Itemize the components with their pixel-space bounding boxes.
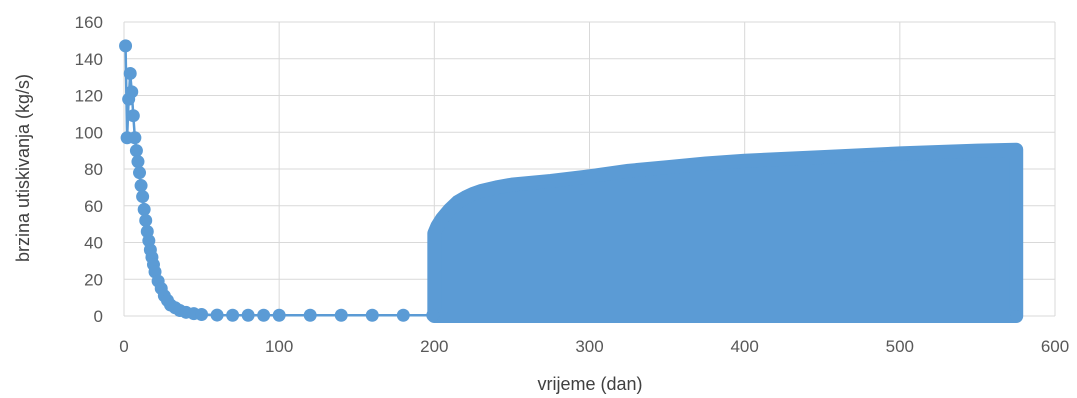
data-point bbox=[273, 309, 286, 322]
data-point bbox=[304, 309, 317, 322]
y-tick-label: 20 bbox=[84, 270, 103, 289]
y-tick-label: 40 bbox=[84, 234, 103, 253]
data-point bbox=[139, 214, 152, 227]
data-point bbox=[133, 166, 146, 179]
y-tick-label: 160 bbox=[75, 13, 103, 32]
data-point bbox=[128, 131, 141, 144]
data-point bbox=[119, 39, 132, 52]
data-band-area bbox=[434, 150, 1016, 316]
data-point bbox=[397, 309, 410, 322]
y-tick-label: 100 bbox=[75, 123, 103, 142]
x-tick-label: 600 bbox=[1041, 337, 1069, 356]
y-tick-label: 80 bbox=[84, 160, 103, 179]
data-point bbox=[226, 309, 239, 322]
data-band bbox=[434, 150, 1022, 322]
x-tick-label: 200 bbox=[420, 337, 448, 356]
data-point bbox=[124, 67, 137, 80]
y-tick-label: 0 bbox=[94, 307, 103, 326]
data-point bbox=[257, 309, 270, 322]
data-point bbox=[136, 190, 149, 203]
data-point bbox=[335, 309, 348, 322]
y-tick-label: 120 bbox=[75, 87, 103, 106]
x-tick-label: 300 bbox=[575, 337, 603, 356]
y-tick-label: 60 bbox=[84, 197, 103, 216]
data-point bbox=[426, 309, 439, 322]
data-point bbox=[138, 203, 151, 216]
data-point bbox=[1010, 310, 1022, 322]
x-axis-label: vrijeme (dan) bbox=[537, 374, 642, 394]
data-point bbox=[366, 309, 379, 322]
x-tick-label: 100 bbox=[265, 337, 293, 356]
data-point bbox=[130, 144, 143, 157]
x-tick-labels: 0 100 200 300 400 500 600 bbox=[119, 337, 1069, 356]
data-point bbox=[131, 155, 144, 168]
data-point bbox=[135, 179, 148, 192]
data-point bbox=[195, 308, 208, 321]
data-point bbox=[127, 109, 140, 122]
x-tick-label: 500 bbox=[886, 337, 914, 356]
data-point bbox=[125, 85, 138, 98]
x-tick-label: 0 bbox=[119, 337, 128, 356]
x-tick-label: 400 bbox=[730, 337, 758, 356]
y-axis-label: brzina utiskivanja (kg/s) bbox=[13, 74, 33, 262]
y-tick-labels: 0 20 40 60 80 100 120 140 160 bbox=[75, 13, 103, 326]
y-tick-label: 140 bbox=[75, 50, 103, 69]
data-point bbox=[211, 309, 224, 322]
data-point bbox=[242, 309, 255, 322]
